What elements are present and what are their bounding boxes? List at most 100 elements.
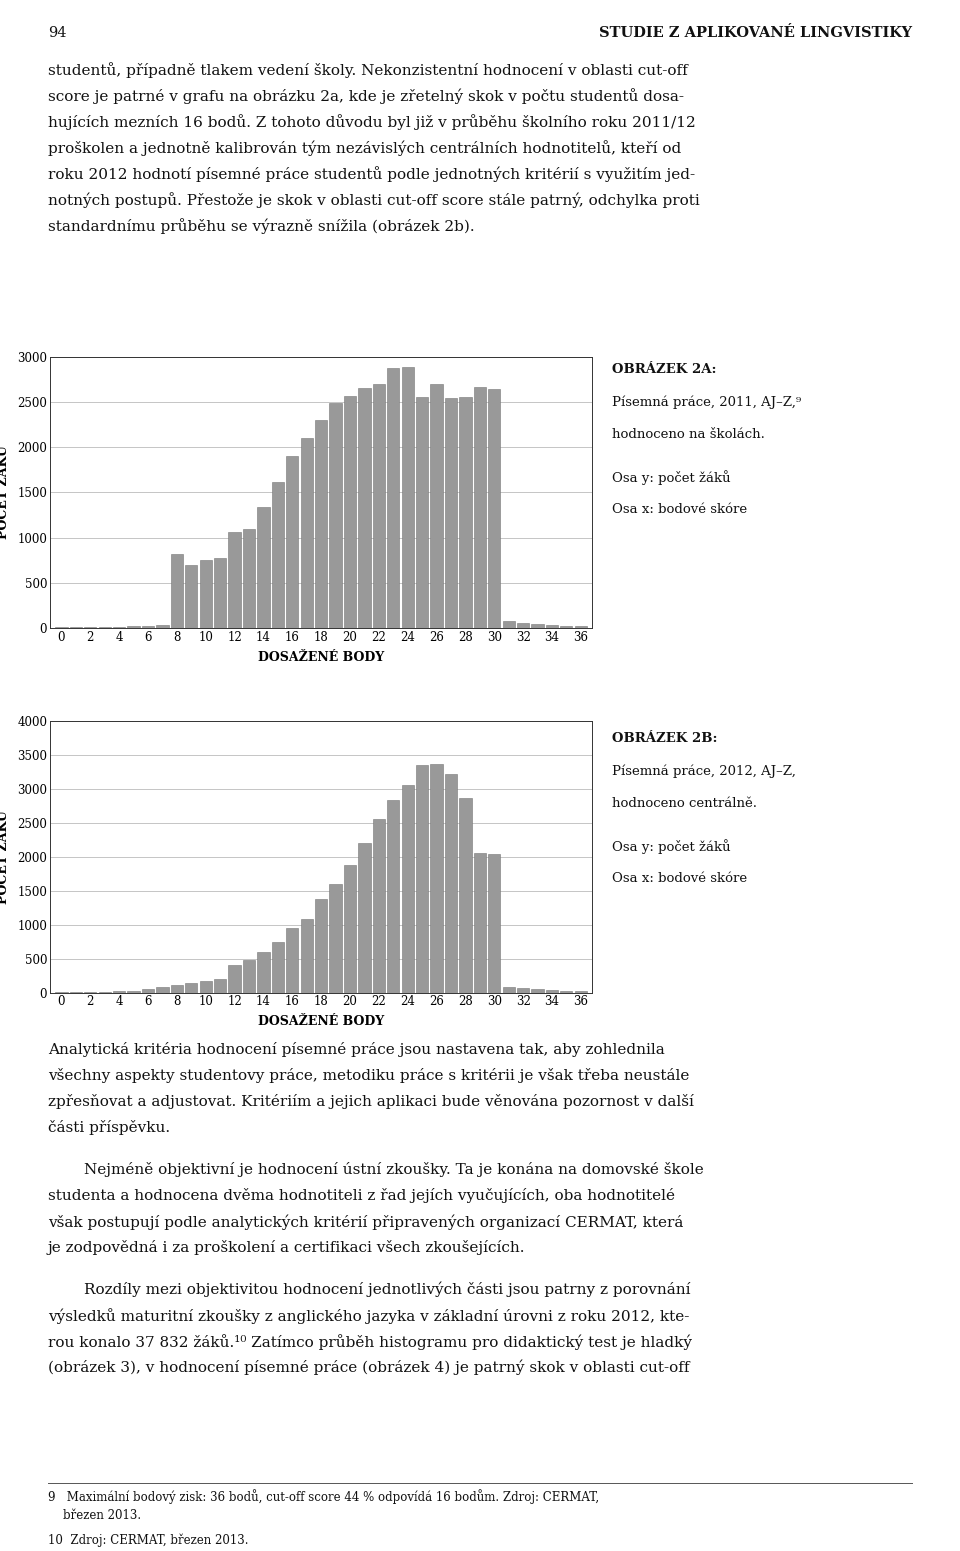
Text: proškolen a jednotně kalibrován tým nezávislých centrálních hodnotitelů, kteří o: proškolen a jednotně kalibrován tým nezá… — [48, 140, 682, 157]
Bar — [344, 865, 356, 993]
Bar — [243, 960, 255, 993]
Bar — [142, 990, 155, 993]
Text: hujících mezních 16 bodů. Z tohoto důvodu byl již v průběhu školního roku 2011/1: hujících mezních 16 bodů. Z tohoto důvod… — [48, 115, 696, 130]
Bar — [257, 952, 270, 993]
Text: standardnímu průběhu se výrazně snížila (obrázek 2b).: standardnímu průběhu se výrazně snížila … — [48, 219, 474, 234]
Bar — [300, 920, 313, 993]
Bar — [315, 900, 327, 993]
Bar — [286, 456, 299, 628]
Bar — [473, 853, 486, 993]
Bar — [532, 624, 543, 628]
Bar — [128, 991, 140, 993]
Bar — [488, 389, 500, 628]
Text: všechny aspekty studentovy práce, metodiku práce s kritérii je však třeba neustá: všechny aspekty studentovy práce, metodi… — [48, 1069, 689, 1083]
Bar — [561, 991, 572, 993]
Bar — [243, 529, 255, 628]
Text: hodnoceno na školách.: hodnoceno na školách. — [612, 428, 765, 440]
Bar — [358, 388, 371, 628]
Bar — [272, 482, 284, 628]
Text: březen 2013.: březen 2013. — [48, 1509, 141, 1522]
Bar — [575, 627, 587, 628]
Bar — [561, 625, 572, 628]
Bar — [358, 844, 371, 993]
Bar — [228, 965, 241, 993]
Y-axis label: POČET ŽÁKŮ: POČET ŽÁKŮ — [0, 445, 11, 540]
Bar — [430, 765, 443, 993]
Bar — [372, 819, 385, 993]
Bar — [546, 625, 558, 628]
Y-axis label: POČET ŽÁKŮ: POČET ŽÁKŮ — [0, 810, 11, 904]
Bar — [473, 388, 486, 628]
Bar — [459, 397, 471, 628]
Text: Osa x: bodové skóre: Osa x: bodové skóre — [612, 872, 748, 884]
Text: je zodpovědná i za proškolení a certifikaci všech zkoušejících.: je zodpovědná i za proškolení a certifik… — [48, 1241, 525, 1255]
Bar — [502, 986, 515, 993]
Bar — [488, 853, 500, 993]
X-axis label: DOSAŽENÉ BODY: DOSAŽENÉ BODY — [258, 1016, 384, 1028]
Text: STUDIE Z APLIKOVANÉ LINGVISTIKY: STUDIE Z APLIKOVANÉ LINGVISTIKY — [599, 26, 912, 40]
Bar — [546, 990, 558, 993]
Text: Písemná práce, 2012, AJ–Z,: Písemná práce, 2012, AJ–Z, — [612, 765, 797, 779]
Text: Písemná práce, 2011, AJ–Z,⁹: Písemná práce, 2011, AJ–Z,⁹ — [612, 396, 802, 409]
Text: rou konalo 37 832 žáků.¹⁰ Zatímco průběh histogramu pro didaktický test je hladk: rou konalo 37 832 žáků.¹⁰ Zatímco průběh… — [48, 1334, 692, 1349]
Text: Analytická kritéria hodnocení písemné práce jsou nastavena tak, aby zohlednila: Analytická kritéria hodnocení písemné pr… — [48, 1042, 664, 1058]
Bar — [300, 437, 313, 628]
Bar — [401, 366, 414, 628]
Bar — [430, 383, 443, 628]
Text: studentů, případně tlakem vedení školy. Nekonzistentní hodnocení v oblasti cut-o: studentů, případně tlakem vedení školy. … — [48, 62, 687, 78]
Bar — [444, 774, 457, 993]
Bar — [372, 383, 385, 628]
Text: hodnoceno centrálně.: hodnoceno centrálně. — [612, 797, 757, 810]
Text: zpřesňovat a adjustovat. Kritériím a jejich aplikaci bude věnována pozornost v d: zpřesňovat a adjustovat. Kritériím a jej… — [48, 1095, 694, 1109]
Bar — [315, 420, 327, 628]
Text: OBRÁZEK 2A:: OBRÁZEK 2A: — [612, 363, 717, 375]
Text: Rozdíly mezi objektivitou hodnocení jednotlivých části jsou patrny z porovnání: Rozdíly mezi objektivitou hodnocení jedn… — [84, 1281, 691, 1297]
Bar — [156, 625, 169, 628]
X-axis label: DOSAŽENÉ BODY: DOSAŽENÉ BODY — [258, 651, 384, 664]
Bar — [329, 403, 342, 628]
Text: výsledků maturitní zkoušky z anglického jazyka v základní úrovni z roku 2012, kt: výsledků maturitní zkoušky z anglického … — [48, 1307, 689, 1323]
Bar — [387, 800, 399, 993]
Bar — [272, 941, 284, 993]
Bar — [286, 929, 299, 993]
Bar — [171, 985, 183, 993]
Bar — [257, 507, 270, 628]
Bar — [516, 988, 529, 993]
Bar — [200, 980, 212, 993]
Bar — [128, 627, 140, 628]
Bar — [214, 979, 227, 993]
Text: notných postupů. Přestože je skok v oblasti cut-off score stále patrný, odchylka: notných postupů. Přestože je skok v obla… — [48, 192, 700, 208]
Text: (obrázek 3), v hodnocení písemné práce (obrázek 4) je patrný skok v oblasti cut-: (obrázek 3), v hodnocení písemné práce (… — [48, 1360, 689, 1376]
Bar — [329, 884, 342, 993]
Text: 9   Maximální bodový zisk: 36 bodů, cut-off score 44 % odpovídá 16 bodům. Zdroj:: 9 Maximální bodový zisk: 36 bodů, cut-of… — [48, 1489, 599, 1504]
Text: však postupují podle analytických kritérií připravených organizací CERMAT, která: však postupují podle analytických kritér… — [48, 1214, 684, 1230]
Bar — [185, 565, 198, 628]
Bar — [200, 560, 212, 628]
Bar — [228, 532, 241, 628]
Bar — [416, 766, 428, 993]
Bar — [444, 399, 457, 628]
Bar — [171, 554, 183, 628]
Bar — [416, 397, 428, 628]
Bar — [344, 396, 356, 628]
Bar — [214, 558, 227, 628]
Text: Osa y: počet žáků: Osa y: počet žáků — [612, 470, 732, 485]
Bar — [387, 369, 399, 628]
Bar — [142, 625, 155, 628]
Text: Osa x: bodové skóre: Osa x: bodové skóre — [612, 503, 748, 515]
Bar — [516, 624, 529, 628]
Bar — [156, 988, 169, 993]
Text: části příspěvku.: části příspěvku. — [48, 1120, 170, 1135]
Text: 94: 94 — [48, 26, 66, 40]
Text: OBRÁZEK 2B:: OBRÁZEK 2B: — [612, 732, 718, 744]
Text: studenta a hodnocena dvěma hodnotiteli z řad jejích vyučujících, oba hodnotitelé: studenta a hodnocena dvěma hodnotiteli z… — [48, 1188, 675, 1204]
Text: roku 2012 hodnotí písemné práce studentů podle jednotných kritérií s využitím je: roku 2012 hodnotí písemné práce studentů… — [48, 166, 695, 181]
Bar — [459, 799, 471, 993]
Text: Nejméně objektivní je hodnocení ústní zkoušky. Ta je konána na domovské škole: Nejméně objektivní je hodnocení ústní zk… — [84, 1162, 705, 1177]
Text: 10  Zdroj: CERMAT, březen 2013.: 10 Zdroj: CERMAT, březen 2013. — [48, 1534, 249, 1548]
Bar — [401, 785, 414, 993]
Text: score je patrné v grafu na obrázku 2a, kde je zřetelný skok v počtu studentů dos: score je patrné v grafu na obrázku 2a, k… — [48, 88, 684, 104]
Bar — [502, 620, 515, 628]
Bar — [185, 983, 198, 993]
Bar — [113, 627, 126, 628]
